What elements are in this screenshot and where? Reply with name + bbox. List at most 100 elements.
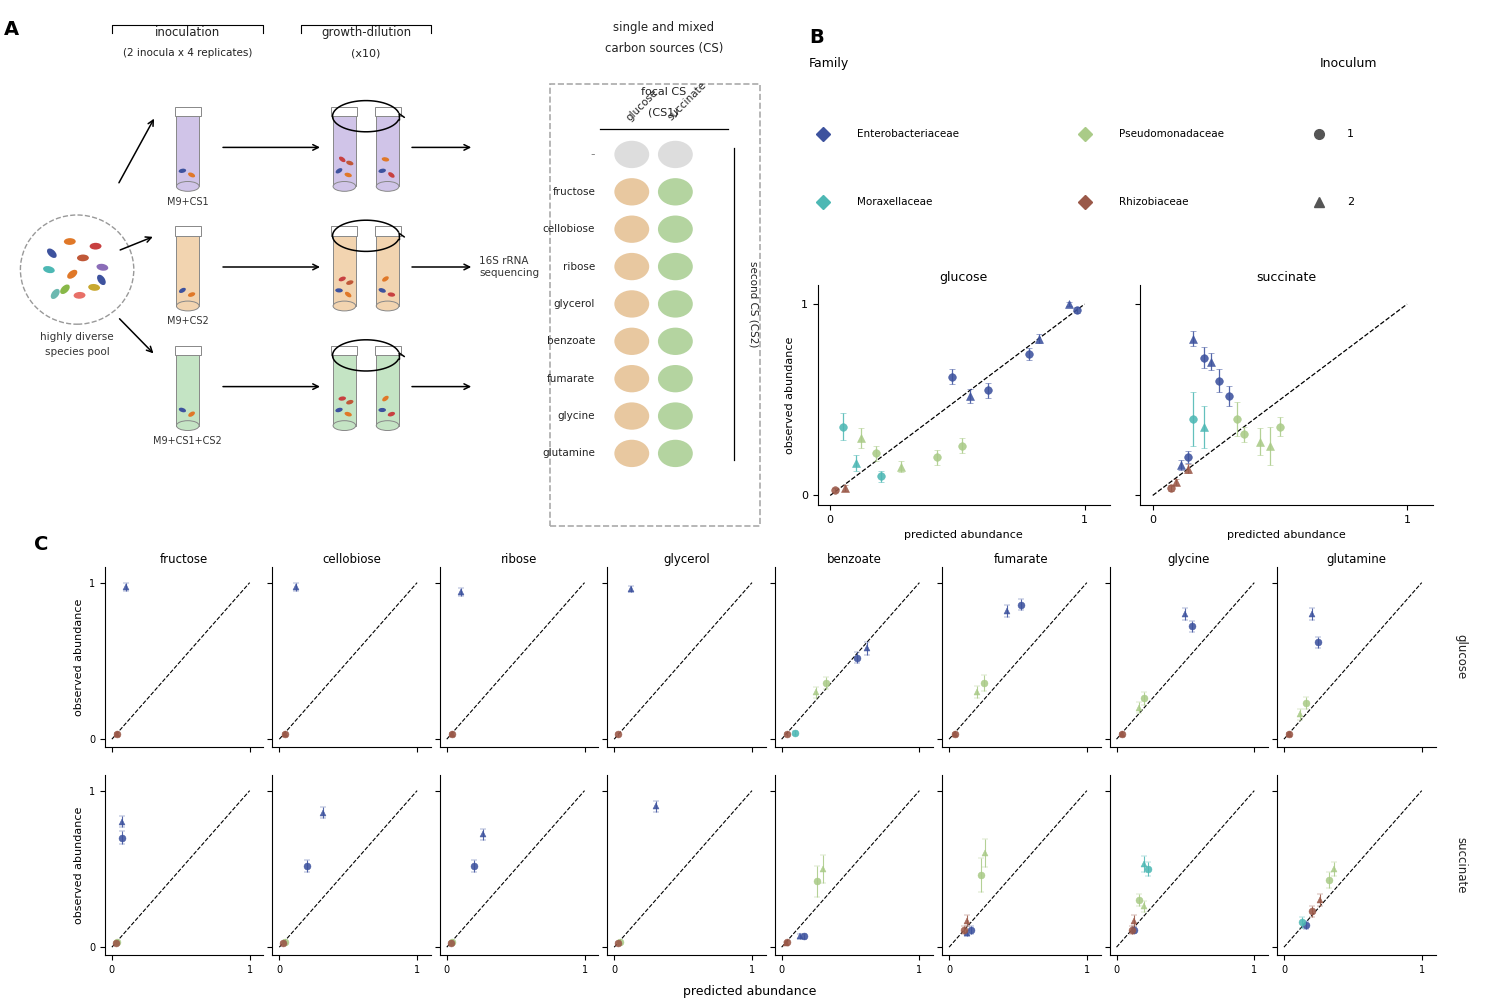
Ellipse shape — [74, 292, 86, 299]
Ellipse shape — [382, 396, 388, 401]
Text: C: C — [33, 535, 48, 554]
Title: benzoate: benzoate — [827, 553, 882, 566]
Ellipse shape — [177, 301, 200, 311]
Text: carbon sources (CS): carbon sources (CS) — [604, 42, 723, 55]
Circle shape — [658, 365, 693, 392]
Ellipse shape — [376, 181, 399, 191]
Text: (2 inocula x 4 replicates): (2 inocula x 4 replicates) — [123, 48, 252, 58]
Title: glutamine: glutamine — [1326, 553, 1386, 566]
Ellipse shape — [177, 421, 200, 431]
Ellipse shape — [381, 157, 388, 162]
Circle shape — [615, 253, 650, 280]
Ellipse shape — [76, 255, 88, 261]
Bar — [177, 233, 200, 306]
Text: Family: Family — [808, 57, 849, 70]
Text: glycine: glycine — [558, 411, 596, 421]
X-axis label: predicted abundance: predicted abundance — [1227, 530, 1346, 540]
Ellipse shape — [60, 284, 69, 294]
Text: species pool: species pool — [45, 347, 110, 357]
Bar — [176, 107, 201, 116]
Text: glycerol: glycerol — [554, 299, 596, 309]
Text: 1: 1 — [1347, 129, 1354, 139]
Ellipse shape — [339, 157, 345, 162]
Text: A: A — [4, 20, 20, 39]
Bar — [376, 233, 399, 306]
Ellipse shape — [339, 277, 346, 281]
Text: growth-dilution: growth-dilution — [321, 26, 411, 39]
Ellipse shape — [177, 181, 200, 191]
Circle shape — [658, 178, 693, 205]
Circle shape — [658, 290, 693, 318]
Text: predicted abundance: predicted abundance — [684, 985, 816, 998]
Ellipse shape — [336, 168, 342, 173]
Bar — [333, 233, 356, 306]
Ellipse shape — [178, 288, 186, 293]
Ellipse shape — [378, 288, 386, 293]
Title: ribose: ribose — [501, 553, 537, 566]
Ellipse shape — [346, 400, 354, 404]
Ellipse shape — [333, 181, 356, 191]
Bar — [376, 114, 399, 186]
Ellipse shape — [378, 169, 386, 173]
Ellipse shape — [96, 264, 108, 271]
Circle shape — [658, 402, 693, 430]
Ellipse shape — [346, 161, 354, 165]
Ellipse shape — [188, 292, 195, 297]
Circle shape — [615, 440, 650, 467]
Y-axis label: observed abundance: observed abundance — [74, 598, 84, 716]
Text: Moraxellaceae: Moraxellaceae — [856, 197, 933, 207]
Text: fructose: fructose — [552, 187, 596, 197]
Text: benzoate: benzoate — [548, 336, 596, 346]
Ellipse shape — [387, 412, 394, 416]
Bar — [332, 226, 357, 236]
Text: highly diverse: highly diverse — [40, 332, 114, 342]
Text: ribose: ribose — [562, 262, 596, 272]
Text: cellobiose: cellobiose — [543, 224, 596, 234]
Circle shape — [615, 402, 650, 430]
Ellipse shape — [333, 301, 356, 311]
Circle shape — [615, 290, 650, 318]
Ellipse shape — [90, 243, 102, 250]
Text: -: - — [591, 148, 596, 161]
Title: fumarate: fumarate — [994, 553, 1048, 566]
Text: glucose: glucose — [624, 87, 660, 123]
Text: second CS (CS2): second CS (CS2) — [748, 261, 759, 347]
Circle shape — [615, 365, 650, 392]
Circle shape — [615, 141, 650, 168]
Ellipse shape — [64, 238, 75, 245]
Text: Inoculum: Inoculum — [1320, 57, 1377, 70]
Y-axis label: observed abundance: observed abundance — [74, 806, 84, 924]
Text: inoculation: inoculation — [154, 26, 220, 39]
X-axis label: predicted abundance: predicted abundance — [904, 530, 1023, 540]
Bar — [177, 353, 200, 426]
Ellipse shape — [378, 408, 386, 412]
Text: 2: 2 — [1347, 197, 1354, 207]
Y-axis label: observed abundance: observed abundance — [784, 336, 795, 454]
Circle shape — [658, 328, 693, 355]
Bar — [177, 114, 200, 186]
Ellipse shape — [336, 408, 342, 412]
Title: fructose: fructose — [160, 553, 209, 566]
Text: focal CS: focal CS — [640, 87, 687, 97]
Title: succinate: succinate — [1256, 271, 1317, 284]
Ellipse shape — [51, 289, 60, 299]
Text: B: B — [808, 28, 824, 47]
Text: single and mixed: single and mixed — [614, 21, 714, 34]
Bar — [333, 114, 356, 186]
Bar — [333, 353, 356, 426]
Ellipse shape — [178, 408, 186, 412]
Text: M9+CS1+CS2: M9+CS1+CS2 — [153, 436, 222, 446]
Bar — [375, 346, 400, 355]
Ellipse shape — [188, 411, 195, 417]
Ellipse shape — [382, 276, 388, 282]
FancyBboxPatch shape — [550, 84, 759, 526]
Ellipse shape — [88, 284, 101, 291]
Circle shape — [615, 216, 650, 243]
Ellipse shape — [46, 248, 57, 258]
Ellipse shape — [334, 288, 344, 292]
Text: glutamine: glutamine — [543, 448, 596, 458]
Ellipse shape — [345, 292, 351, 297]
Ellipse shape — [387, 292, 394, 297]
Ellipse shape — [345, 173, 352, 177]
Bar — [332, 346, 357, 355]
